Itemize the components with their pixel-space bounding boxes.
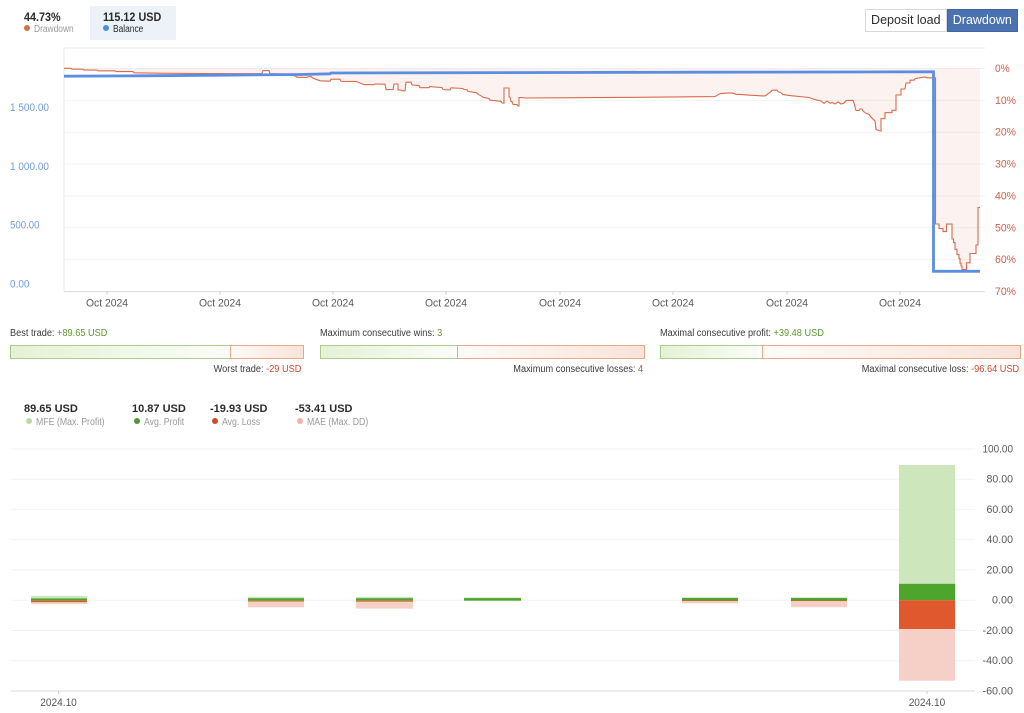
svg-text:Oct 2024: Oct 2024 xyxy=(86,298,128,310)
svg-text:10%: 10% xyxy=(995,95,1016,107)
svg-text:100.00: 100.00 xyxy=(983,443,1014,455)
svg-text:20.00: 20.00 xyxy=(987,564,1014,576)
svg-text:2024.10: 2024.10 xyxy=(40,697,77,709)
svg-text:Oct 2024: Oct 2024 xyxy=(199,298,241,310)
svg-text:Oct 2024: Oct 2024 xyxy=(312,298,354,310)
svg-text:Oct 2024: Oct 2024 xyxy=(539,298,581,310)
svg-text:40.00: 40.00 xyxy=(987,534,1014,546)
svg-text:20%: 20% xyxy=(995,127,1016,139)
svg-text:Oct 2024: Oct 2024 xyxy=(652,298,694,310)
svg-text:60.00: 60.00 xyxy=(987,504,1014,516)
svg-text:40%: 40% xyxy=(995,191,1016,203)
svg-text:2024.10: 2024.10 xyxy=(909,697,946,709)
svg-text:60%: 60% xyxy=(995,254,1016,266)
svg-text:500.00: 500.00 xyxy=(10,220,40,232)
svg-text:0.00: 0.00 xyxy=(10,279,30,291)
svg-text:50%: 50% xyxy=(995,222,1016,234)
svg-text:0.00: 0.00 xyxy=(992,595,1013,607)
svg-text:Oct 2024: Oct 2024 xyxy=(766,298,808,310)
svg-text:-60.00: -60.00 xyxy=(983,686,1014,698)
svg-text:70%: 70% xyxy=(995,286,1016,298)
svg-text:-40.00: -40.00 xyxy=(983,655,1014,667)
svg-text:80.00: 80.00 xyxy=(987,474,1014,486)
svg-text:Oct 2024: Oct 2024 xyxy=(879,298,921,310)
svg-text:-20.00: -20.00 xyxy=(983,625,1014,637)
svg-text:1 000.00: 1 000.00 xyxy=(10,161,49,173)
svg-text:Oct 2024: Oct 2024 xyxy=(425,298,467,310)
svg-text:0%: 0% xyxy=(995,63,1010,75)
svg-text:30%: 30% xyxy=(995,159,1016,171)
svg-text:1 500.00: 1 500.00 xyxy=(10,102,49,114)
